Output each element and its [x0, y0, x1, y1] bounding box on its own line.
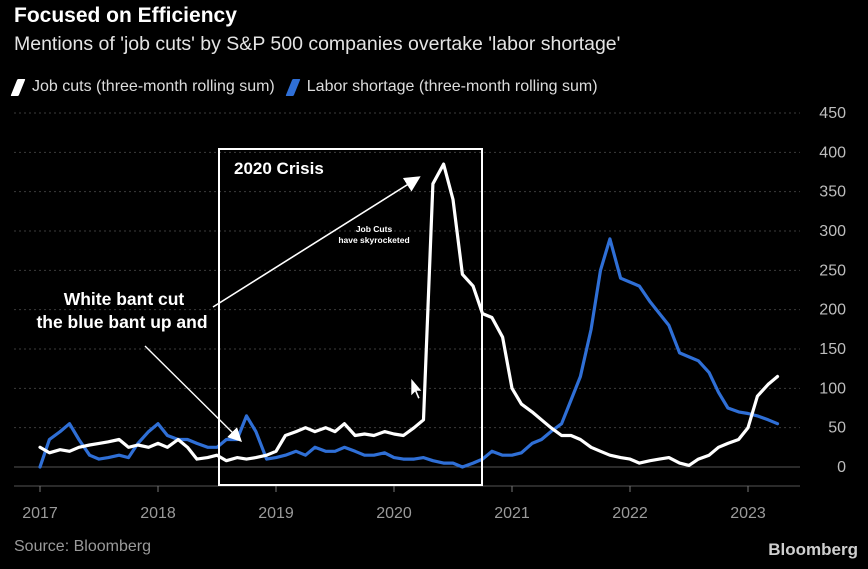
series-line-job-cuts [38, 162, 780, 467]
y-tick-label: 200 [819, 302, 846, 319]
legend-item-job-cuts: Job cuts (three-month rolling sum) [10, 78, 275, 96]
x-tick-label: 2021 [494, 505, 530, 522]
y-tick-label: 100 [819, 380, 846, 397]
y-tick-label: 450 [819, 105, 846, 122]
chart-subtitle: Mentions of 'job cuts' by S&P 500 compan… [14, 33, 621, 55]
note-job-cuts-line1: Job Cuts [356, 224, 393, 234]
left-note-line1: White bant cut [64, 289, 185, 309]
y-tick-label: 350 [819, 184, 846, 201]
legend-label-job-cuts: Job cuts (three-month rolling sum) [32, 78, 275, 95]
y-tick-label: 400 [819, 144, 846, 161]
arrow-to-crossover [144, 345, 242, 442]
y-tick-label: 300 [819, 223, 846, 240]
x-tick-label: 2017 [22, 505, 58, 522]
chart-title: Focused on Efficiency [14, 4, 237, 27]
y-tick-label: 0 [837, 459, 846, 476]
left-note-line2: the blue bant up and [36, 312, 207, 332]
x-tick-label: 2023 [730, 505, 766, 522]
note-job-cuts-line2: have skyrocketed [338, 235, 409, 245]
x-tick-label: 2022 [612, 505, 648, 522]
y-tick-label: 50 [828, 420, 846, 437]
y-tick-label: 250 [819, 262, 846, 279]
x-tick-label: 2018 [140, 505, 176, 522]
legend: Job cuts (three-month rolling sum) Labor… [10, 78, 612, 96]
source-note: Source: Bloomberg [14, 538, 151, 555]
arrow-to-job-cuts-peak [212, 176, 421, 308]
cursor-icon [410, 377, 423, 400]
series-line-labor-shortage [38, 237, 780, 469]
brand-logo: Bloomberg [768, 540, 858, 559]
crisis-box-label: 2020 Crisis [234, 159, 324, 178]
y-tick-label: 150 [819, 341, 846, 358]
legend-label-labor-shortage: Labor shortage (three-month rolling sum) [306, 78, 598, 95]
crisis-box [218, 148, 483, 486]
x-tick-label: 2020 [376, 505, 412, 522]
x-tick-label: 2019 [258, 505, 294, 522]
legend-item-labor-shortage: Labor shortage (three-month rolling sum) [285, 78, 598, 96]
